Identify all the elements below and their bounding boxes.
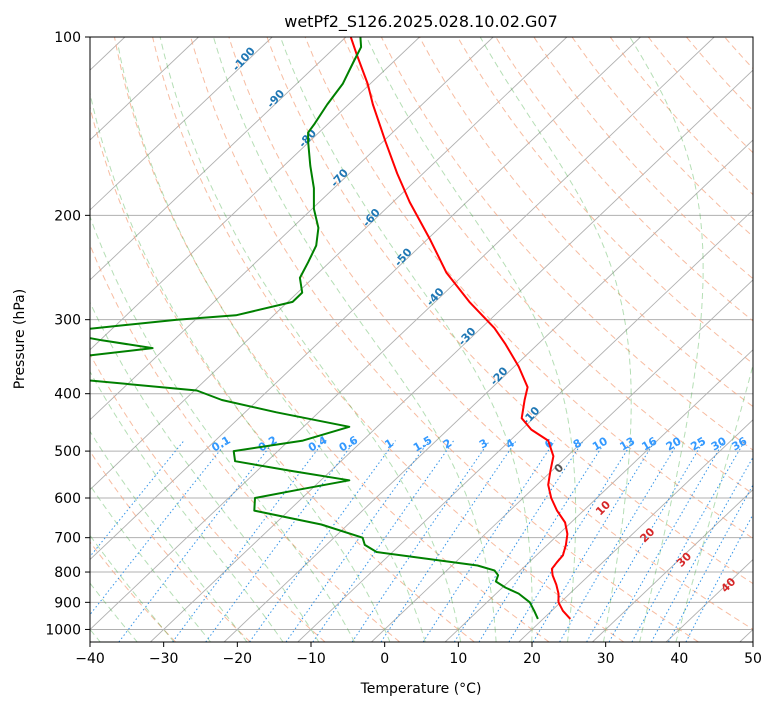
moist-adiabat-line — [675, 363, 753, 642]
y-tick-label: 1000 — [45, 622, 81, 638]
dry-adiabat-line — [90, 104, 475, 642]
isotherm-line — [150, 69, 753, 642]
dry-adiabat-line — [419, 37, 753, 408]
isotherm-line — [90, 37, 494, 421]
dry-adiabat-line — [609, 37, 753, 196]
moist-adiabat-line — [159, 37, 462, 642]
chart-title: wetPf2_S126.2025.028.10.02.G07 — [284, 12, 558, 32]
y-tick-label: 800 — [54, 565, 81, 581]
dry-adiabat-line — [228, 37, 753, 631]
mixing-ratio-line — [90, 440, 229, 616]
moist-adiabat-line — [90, 301, 320, 642]
isotherm-line — [371, 279, 753, 642]
x-tick-label: −20 — [223, 651, 253, 667]
x-tick-label: 30 — [597, 651, 615, 667]
mixing-ratio-line — [631, 440, 746, 642]
isotherm-line — [90, 37, 715, 631]
y-tick-label: 700 — [54, 531, 81, 547]
mixing-ratio-line — [559, 440, 680, 642]
dry-adiabat-line — [190, 37, 699, 642]
plot-frame — [89, 36, 754, 643]
isotherm-line — [90, 37, 273, 211]
isotherm-line — [444, 349, 753, 642]
dry-adiabat-line — [90, 243, 401, 642]
sounding-profiles — [90, 37, 572, 620]
x-tick-label: −40 — [75, 651, 105, 667]
dry-adiabat-line — [266, 37, 753, 585]
moist-adiabat-line — [279, 37, 533, 642]
dry-adiabats — [90, 37, 753, 642]
dry-adiabat-line — [304, 37, 753, 540]
moist-adiabat-line — [90, 370, 284, 642]
dry-adiabat-line — [457, 37, 753, 365]
mixing-ratio-line — [586, 440, 705, 642]
mixing-ratio-line — [650, 456, 753, 642]
mixing-ratio-line — [508, 440, 634, 642]
moist-adiabat-line — [629, 37, 704, 642]
dry-adiabat-line — [342, 37, 753, 495]
x-tick-label: −10 — [296, 651, 326, 667]
dry-adiabat-line — [647, 37, 753, 154]
moist-adiabat-line — [213, 37, 497, 642]
mixing-ratio-lines — [90, 440, 753, 642]
mixing-ratio-line — [422, 440, 556, 642]
isotherm-line — [518, 419, 753, 642]
isotherm-line — [90, 37, 199, 141]
moist-adiabat-line — [366, 37, 577, 642]
isotherm-line — [90, 37, 641, 561]
mixing-ratio-line — [608, 440, 725, 642]
dry-adiabat-line — [495, 37, 753, 322]
isotherm-line — [90, 37, 347, 281]
mixing-ratio-line — [380, 440, 517, 642]
x-tick-label: 20 — [523, 651, 541, 667]
dry-adiabat-line — [90, 352, 326, 642]
skewed-isotherms — [90, 37, 753, 642]
mixing-ratio-line — [668, 483, 753, 642]
mixing-ratio-line — [532, 440, 656, 642]
dewpoint-profile-line — [90, 37, 539, 620]
moist-adiabat-line — [117, 47, 426, 642]
moist-adiabat-line — [90, 90, 391, 642]
mixing-ratio-line — [351, 440, 491, 642]
mixing-ratio-line — [205, 440, 356, 642]
y-tick-label: 500 — [54, 444, 81, 460]
y-axis-title: Pressure (hPa) — [12, 289, 28, 389]
pressure-gridlines — [90, 37, 753, 630]
mixing-ratio-line — [453, 440, 584, 642]
x-tick-label: −30 — [149, 651, 179, 667]
moist-adiabat-line — [90, 484, 212, 642]
y-tick-label: 100 — [54, 30, 81, 46]
dry-adiabat-line — [114, 37, 550, 642]
mixing-ratio-line — [478, 440, 607, 642]
temperature-profile-line — [349, 37, 572, 620]
x-tick-label: 50 — [744, 651, 762, 667]
y-tick-label: 300 — [54, 313, 81, 329]
isotherm-line — [297, 209, 753, 642]
y-tick-label: 400 — [54, 387, 81, 403]
x-tick-label: 10 — [449, 651, 467, 667]
mixing-ratio-line — [249, 440, 396, 642]
mixing-ratio-line — [312, 440, 455, 642]
isotherm-line — [90, 37, 568, 491]
isotherm-line — [592, 488, 753, 642]
x-axis-title: Temperature (°C) — [360, 681, 482, 697]
y-tick-label: 900 — [54, 595, 81, 611]
isotherm-line — [223, 139, 753, 642]
plot-area: 0.1 0.2 0.4 0.6 1 1.5 2 3 4 6 8 10 13 16 20 25 30 36-100-… — [90, 37, 753, 642]
y-tick-label: 200 — [54, 208, 81, 224]
axes: −40 −30 −20 −10 0 10 20 30 40 50 100 200 300 400 500 60… — [45, 30, 762, 667]
dry-adiabat-line — [533, 37, 753, 280]
x-tick-label: 0 — [380, 651, 389, 667]
x-tick-label: 40 — [670, 651, 688, 667]
y-tick-label: 600 — [54, 491, 81, 507]
